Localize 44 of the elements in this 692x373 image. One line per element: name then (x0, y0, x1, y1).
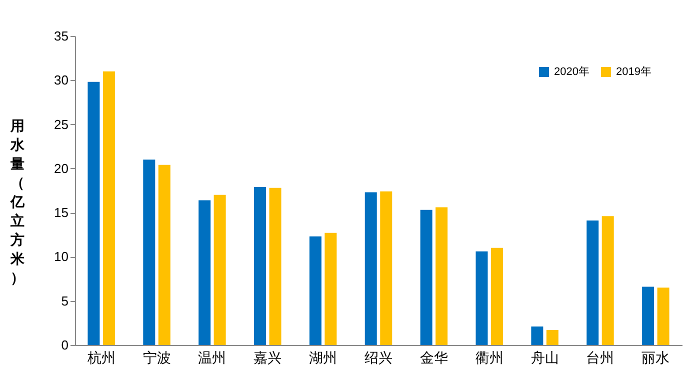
bar (420, 210, 432, 345)
bar (324, 232, 337, 345)
bar (309, 236, 322, 345)
bar (364, 192, 377, 345)
bar (88, 82, 100, 345)
x-tick-label: 绍兴 (364, 350, 392, 366)
legend-label: 2019年 (616, 66, 652, 78)
x-tick-label: 温州 (198, 350, 226, 366)
x-tick-label: 嘉兴 (254, 350, 282, 366)
bar (198, 200, 211, 345)
bar (380, 191, 392, 345)
bar (546, 330, 558, 345)
text: 用水量（亿立方米） (10, 118, 24, 286)
y-tick-label: 25 (54, 116, 68, 132)
y-tick-label: 35 (54, 28, 68, 44)
y-tick-label: 20 (54, 160, 68, 176)
bar (102, 71, 115, 345)
x-tick-label: 衢州 (475, 350, 504, 366)
bar (269, 188, 282, 345)
bar (476, 251, 488, 345)
y-tick-label: 0 (61, 338, 68, 352)
x-tick-label: 丽水 (642, 350, 670, 366)
x-tick-label: 台州 (586, 350, 614, 366)
bar (490, 248, 503, 345)
x-tick-label: 杭州 (86, 350, 116, 366)
bar (531, 326, 544, 345)
bar (143, 160, 156, 345)
bar (158, 164, 170, 345)
x-tick-label: 舟山 (530, 350, 559, 366)
bar (436, 207, 448, 345)
y-tick-label: 5 (61, 293, 68, 308)
bar (657, 288, 670, 345)
bar (642, 286, 654, 345)
bar (254, 186, 266, 345)
y-tick-label: 15 (54, 205, 68, 220)
bar (602, 216, 614, 345)
bar (214, 194, 226, 345)
legend-label: 2020年 (554, 66, 590, 78)
bar (586, 220, 599, 345)
x-tick-label: 金华 (420, 350, 448, 366)
y-tick-label: 30 (54, 72, 68, 88)
x-tick-label: 湖州 (309, 350, 338, 366)
y-tick-label: 10 (54, 249, 68, 264)
x-tick-label: 宁波 (142, 350, 171, 366)
